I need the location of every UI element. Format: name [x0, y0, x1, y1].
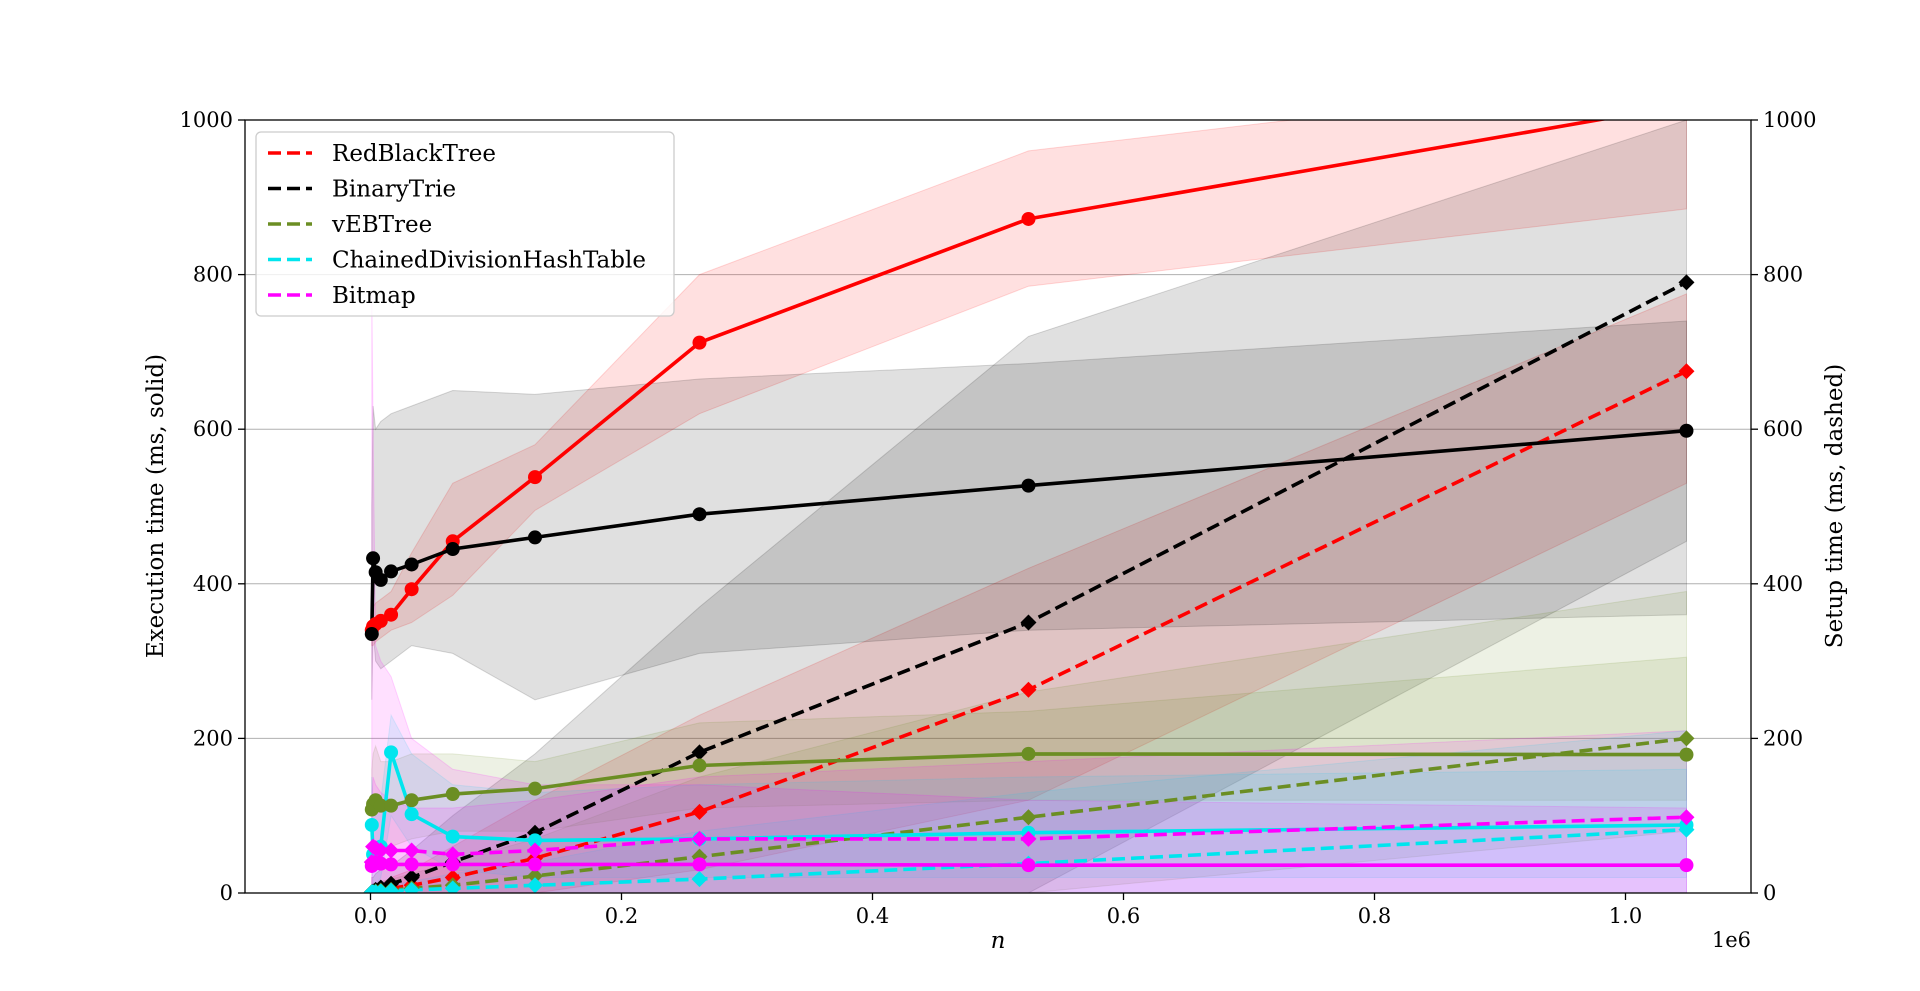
chaineddivisionhashtable-exec-point-0: [364, 817, 379, 832]
binarytrie-exec-point-5: [404, 557, 419, 572]
legend-label-chaineddivisionhashtable: ChainedDivisionHashTable: [332, 248, 646, 274]
y2-tick-label-4: 800: [1763, 263, 1803, 287]
bitmap-setup-point-3: [372, 842, 389, 859]
binarytrie-exec-point-8: [692, 507, 707, 522]
chaineddivisionhashtable-exec-point-6: [445, 829, 460, 844]
binarytrie-exec-point-3: [373, 572, 388, 587]
chaineddivisionhashtable-setup-point-10: [1678, 821, 1695, 838]
chaineddivisionhashtable-setup-point-7: [526, 877, 543, 893]
vebtree-exec-point-9: [1021, 746, 1036, 761]
redblacktree-exec-point-3: [373, 613, 388, 628]
redblacktree-exec-point-7: [527, 470, 542, 485]
bitmap-exec-point-9: [1021, 858, 1036, 873]
vebtree-exec-point-4: [384, 798, 399, 813]
binarytrie-exec-point-9: [1021, 478, 1036, 493]
binarytrie-exec-band: [371, 320, 1687, 701]
bitmap-exec-point-7: [527, 857, 542, 872]
bitmap-exec-point-5: [404, 857, 419, 872]
bitmap-setup-point-4: [383, 842, 400, 859]
vebtree-exec-point-3: [373, 798, 388, 813]
vebtree-exec-point-6: [445, 787, 460, 802]
binarytrie-exec-point-6: [445, 542, 460, 557]
plot-frame: [244, 119, 1752, 894]
y-tick-label-0: 0: [220, 881, 233, 905]
vebtree-setup-point-9: [1020, 809, 1037, 826]
legend: RedBlackTree BinaryTrie vEBTree ChainedDivi…: [255, 131, 675, 317]
redblacktree-exec-point-4: [384, 607, 399, 622]
vebtree-setup-point-7: [526, 867, 543, 884]
vebtree-exec-point-8: [692, 758, 707, 773]
chaineddivisionhashtable-setup-point-8: [691, 871, 708, 888]
bitmap-exec-point-8: [692, 857, 707, 872]
redblacktree-setup-point-8: [691, 803, 708, 820]
binarytrie-setup-point-10: [1678, 274, 1695, 291]
y-tick-label-3: 600: [193, 417, 233, 441]
series-markers: [363, 211, 1695, 893]
redblacktree-exec-point-9: [1021, 211, 1036, 226]
y-tick-label-4: 800: [193, 263, 233, 287]
y2-axis-ticks: 0 200 400 600 800 1000: [1751, 108, 1816, 905]
x-axis-offset-label: 1e6: [1712, 928, 1751, 952]
bitmap-exec-band: [371, 290, 1687, 893]
bitmap-setup-point-6: [444, 846, 461, 863]
chaineddivisionhashtable-exec-point-4: [384, 745, 399, 760]
binarytrie-exec-point-0: [364, 627, 379, 642]
y2-tick-label-0: 0: [1763, 881, 1776, 905]
chaineddivisionhashtable-exec-point-7: [527, 833, 542, 848]
binarytrie-exec-point-1: [366, 551, 381, 566]
chaineddivisionhashtable-setup-point-4: [383, 882, 400, 893]
vebtree-exec-point-7: [527, 781, 542, 796]
binarytrie-setup-point-5: [403, 869, 420, 886]
bitmap-setup-point-5: [403, 842, 420, 859]
chaineddivisionhashtable-setup-point-5: [403, 881, 420, 893]
bitmap-setup-point-9: [1020, 830, 1037, 847]
binarytrie-exec-point-7: [527, 530, 542, 545]
bitmap-setup-point-7: [526, 842, 543, 859]
y-tick-label-2: 400: [193, 572, 233, 596]
y2-tick-label-2: 400: [1763, 572, 1803, 596]
x-tick-label-1: 0.2: [605, 904, 638, 928]
redblacktree-setup-point-10: [1678, 363, 1695, 380]
vebtree-setup-point-10: [1678, 730, 1695, 747]
x-tick-label-5: 1.0: [1609, 904, 1642, 928]
y-axis-ticks: 0 200 400 600 800 1000: [180, 108, 245, 905]
x-tick-label-0: 0.0: [354, 904, 387, 928]
x-tick-label-3: 0.6: [1107, 904, 1140, 928]
chaineddivisionhashtable-setup-point-6: [444, 880, 461, 893]
bitmap-exec-point-10: [1679, 858, 1694, 873]
legend-label-bitmap: Bitmap: [332, 283, 416, 309]
redblacktree-exec-point-5: [404, 582, 419, 597]
chaineddivisionhashtable-exec-point-5: [404, 807, 419, 822]
y-tick-label-1: 200: [193, 726, 233, 750]
y2-tick-label-3: 600: [1763, 417, 1803, 441]
x-tick-label-4: 0.8: [1358, 904, 1391, 928]
binarytrie-setup-point-9: [1020, 614, 1037, 631]
y-tick-label-5: 1000: [180, 108, 233, 132]
redblacktree-exec-point-8: [692, 335, 707, 350]
y2-tick-label-1: 200: [1763, 726, 1803, 750]
bitmap-exec-point-4: [384, 857, 399, 872]
redblacktree-setup-point-9: [1020, 681, 1037, 698]
vebtree-exec-point-10: [1679, 747, 1694, 762]
bitmap-exec-point-3: [373, 856, 388, 871]
x-tick-label-2: 0.4: [856, 904, 889, 928]
binarytrie-exec-point-10: [1679, 423, 1694, 438]
y-axis-label-right: Setup time (ms, dashed): [1822, 364, 1848, 648]
bitmap-exec-point-6: [445, 857, 460, 872]
bitmap-setup-point-10: [1678, 809, 1695, 826]
x-axis-label: n: [991, 928, 1006, 954]
bitmap-setup-point-8: [691, 830, 708, 847]
legend-box: [255, 131, 675, 317]
legend-label-binarytrie: BinaryTrie: [332, 177, 456, 203]
y-axis-label-left: Execution time (ms, solid): [143, 354, 169, 658]
binarytrie-setup-point-8: [691, 744, 708, 761]
y2-tick-label-5: 1000: [1763, 108, 1816, 132]
binarytrie-exec-point-4: [384, 564, 399, 579]
vebtree-exec-point-5: [404, 793, 419, 808]
x-axis-ticks: 0.0 0.2 0.4 0.6 0.8 1.0: [354, 893, 1642, 928]
legend-label-vebtree: vEBTree: [331, 212, 432, 238]
legend-label-redblacktree: RedBlackTree: [332, 141, 496, 167]
